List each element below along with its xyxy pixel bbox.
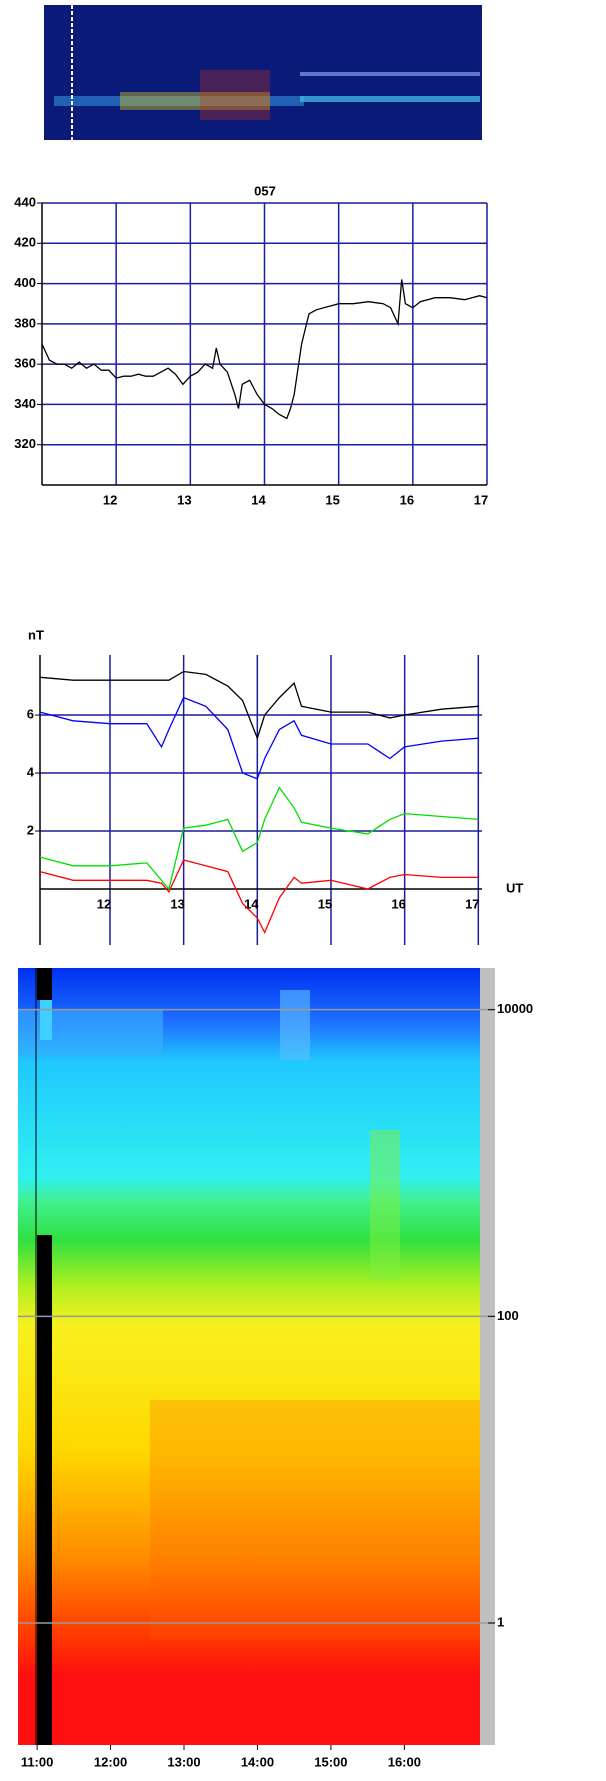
data-line — [39, 786, 479, 891]
y-tick-label: 400 — [14, 275, 36, 290]
y-tick-label: 340 — [14, 396, 36, 411]
x-tick-label: 16 — [391, 896, 405, 911]
data-line — [39, 859, 479, 935]
scale-strip — [480, 968, 495, 1745]
x-tick-label: 17 — [465, 896, 479, 911]
x-tick-label: 12:00 — [94, 1754, 127, 1769]
data-gap — [37, 1235, 52, 1745]
y-tick-label: 10000 — [497, 1001, 533, 1016]
x-tick-label: 12 — [103, 492, 117, 507]
top-spectrogram — [44, 5, 482, 140]
x-tick-label: 15 — [318, 896, 332, 911]
spectrogram-feature — [18, 1010, 163, 1055]
y-tick-label: 1 — [497, 1614, 504, 1629]
y-tick-label: 360 — [14, 356, 36, 371]
y-tick-label: 4 — [27, 764, 35, 779]
x-tick-label: 16:00 — [388, 1754, 421, 1769]
x-tick-label: 14 — [251, 492, 266, 507]
spectrogram-feature — [280, 990, 310, 1060]
y-tick-label: 100 — [497, 1308, 519, 1323]
y-axis-label: nT — [28, 627, 44, 642]
data-gap — [37, 968, 52, 1000]
x-tick-label: 17 — [474, 492, 488, 507]
y-tick-label: 440 — [14, 194, 36, 209]
x-tick-label: 16 — [400, 492, 414, 507]
x-tick-label: 11:00 — [21, 1754, 54, 1769]
y-tick-label: 6 — [27, 706, 34, 721]
x-tick-label: 14 — [244, 896, 259, 911]
data-gap — [40, 1000, 52, 1040]
x-tick-label: 15:00 — [314, 1754, 347, 1769]
data-line — [39, 670, 479, 741]
data-line — [39, 696, 479, 780]
spectrogram-image — [18, 968, 480, 1745]
x-tick-label: 15 — [325, 492, 339, 507]
spectrogram-band — [300, 96, 480, 102]
bottom-spectrogram — [18, 968, 495, 1745]
y-tick-label: 2 — [27, 822, 34, 837]
x-axis-label: UT — [506, 880, 523, 895]
spectrogram-band — [54, 96, 304, 106]
x-tick-label: 13 — [170, 896, 184, 911]
x-tick-label: 12 — [97, 896, 111, 911]
y-tick-label: 320 — [14, 436, 36, 451]
spectrogram-band — [300, 72, 480, 76]
spectrogram-feature — [370, 1130, 400, 1280]
spectrogram-band — [120, 92, 270, 110]
x-tick-label: 13:00 — [167, 1754, 200, 1769]
y-tick-label: 380 — [14, 315, 36, 330]
data-line — [41, 279, 488, 420]
y-tick-label: 420 — [14, 235, 36, 250]
x-tick-label: 14:00 — [241, 1754, 274, 1769]
spectrogram-band — [200, 70, 270, 120]
x-tick-label: 13 — [177, 492, 191, 507]
spectrogram-feature — [150, 1400, 480, 1640]
chart-title: 057 — [254, 183, 276, 198]
